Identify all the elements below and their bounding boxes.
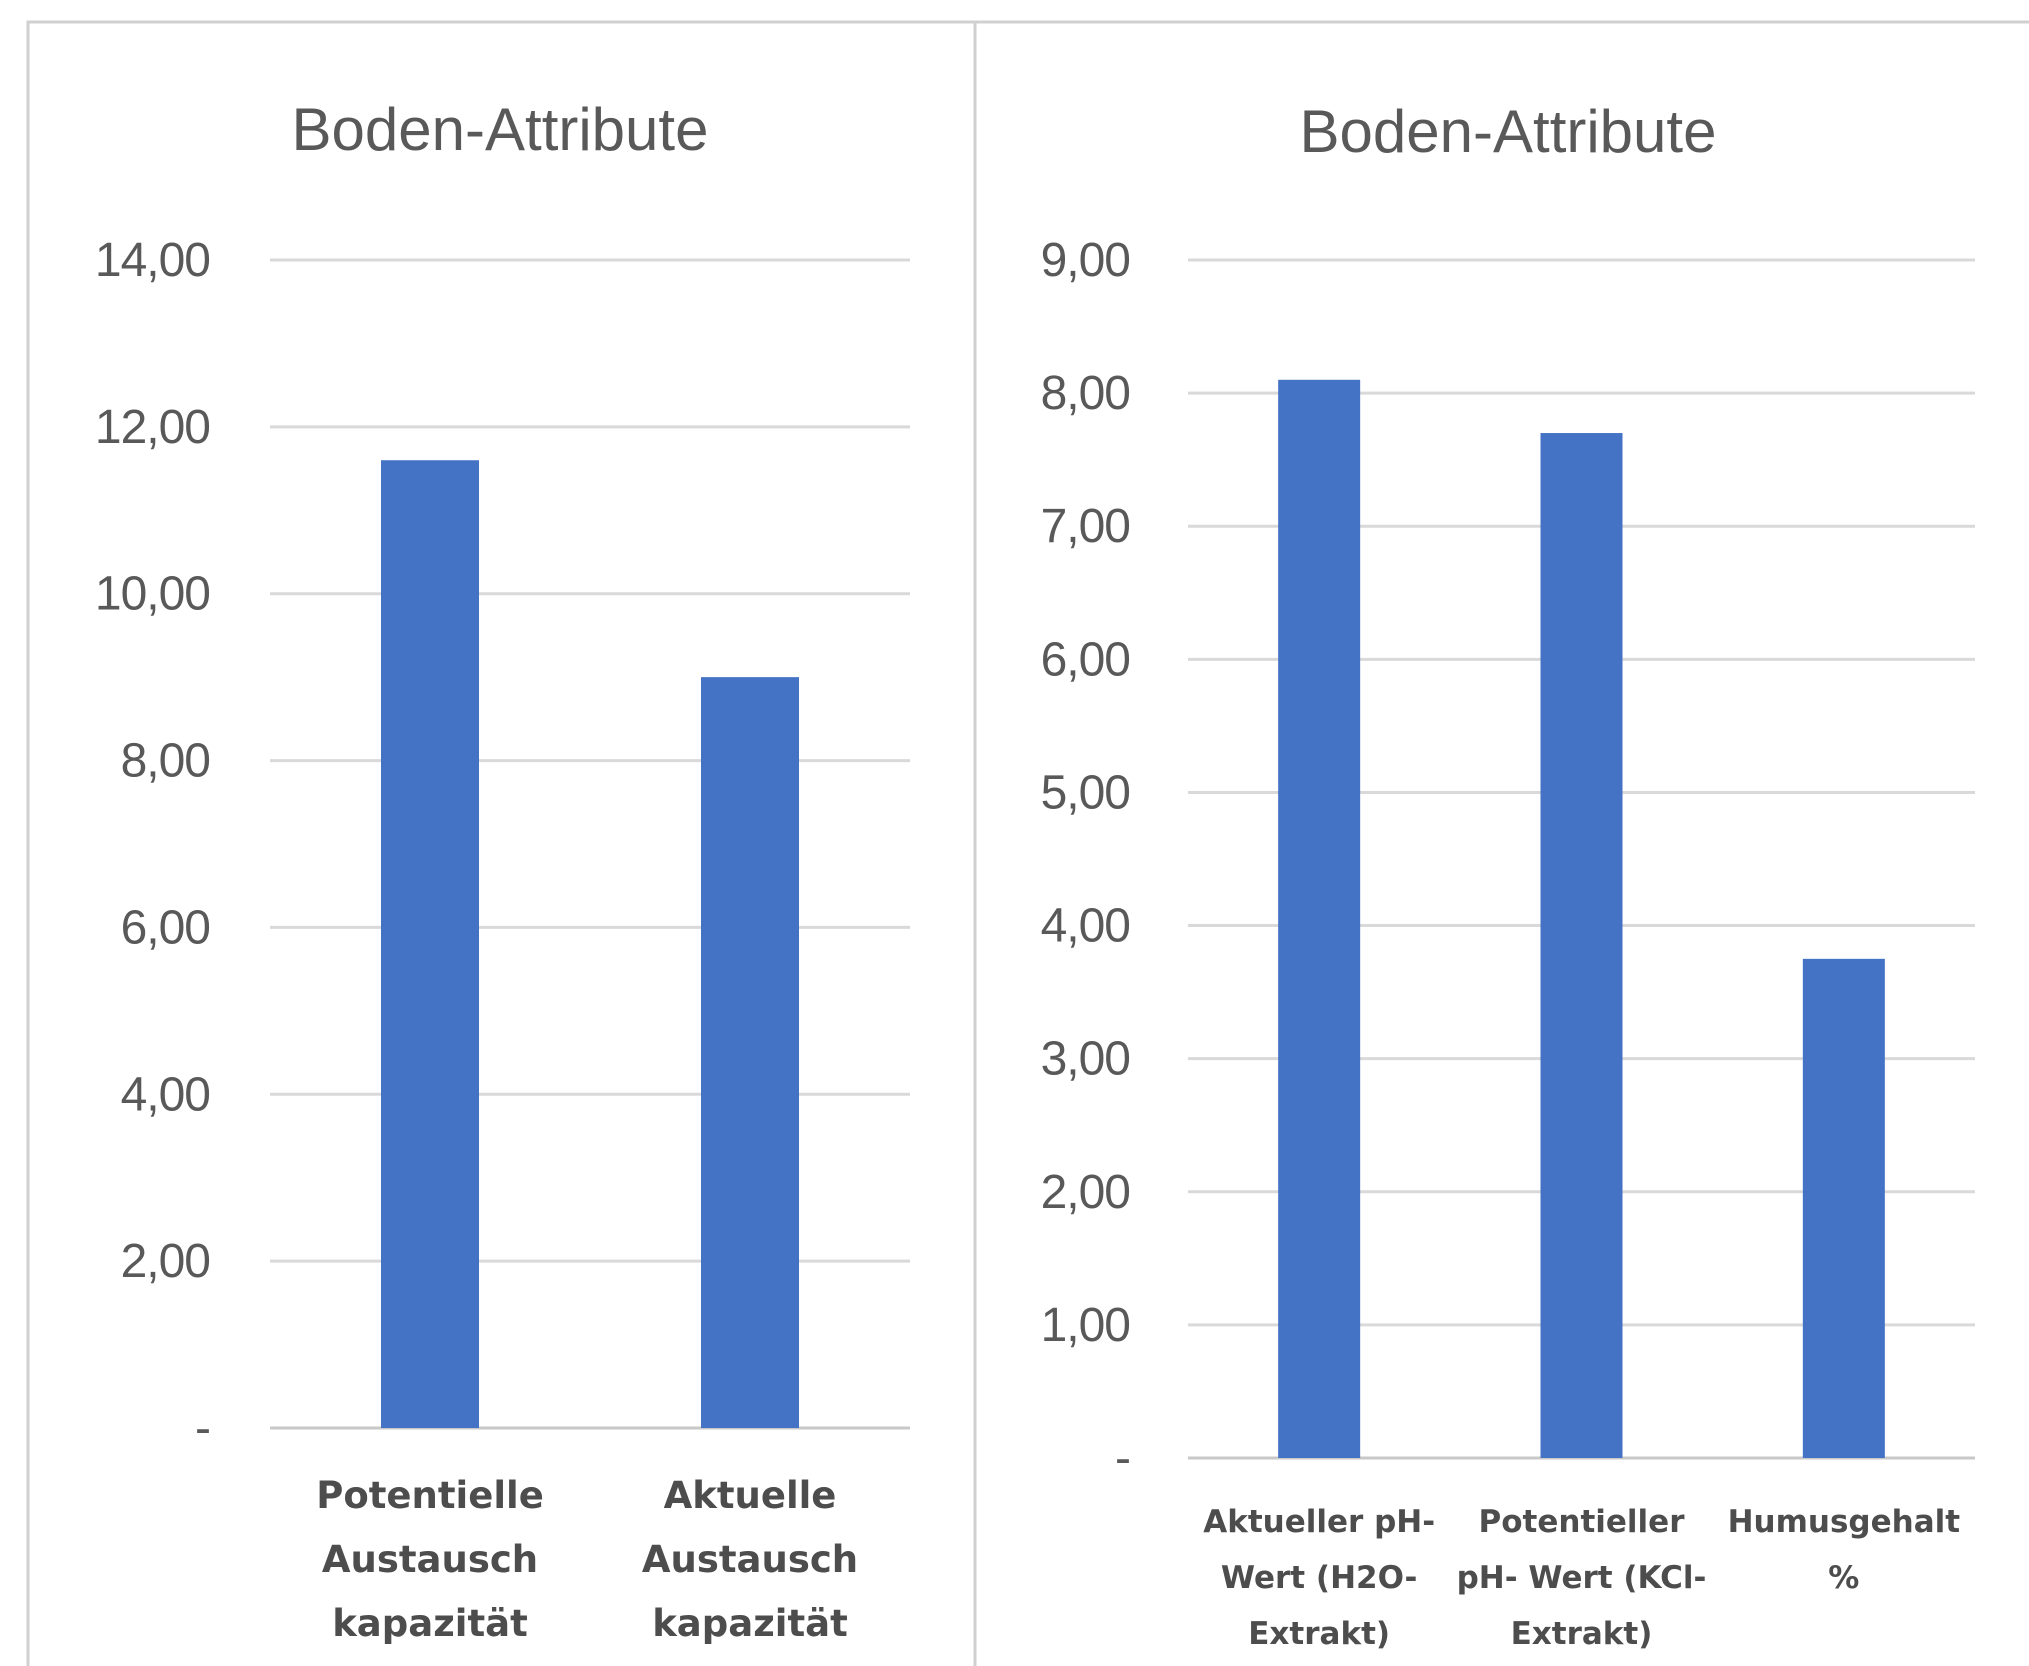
left-chart-plot: - 2,00 4,00 6,00 8,00 10,00 12,00 14,00 Potentie…: [95, 234, 910, 1645]
left-category-label-2: Aktuelle Austausch kapazität: [642, 1474, 858, 1645]
right-y-tick-label: 7,00: [1041, 500, 1130, 553]
right-y-tick-label: 4,00: [1041, 900, 1130, 953]
left-y-tick-label: 8,00: [121, 735, 210, 788]
right-chart-frame: [973, 20, 2029, 1666]
left-y-tick-label: 14,00: [95, 234, 210, 287]
left-y-tick-label: 10,00: [95, 568, 210, 621]
left-category-label-1: Potentielle Austausch kapazität: [316, 1474, 544, 1645]
right-chart-title: Boden-Attribute: [1300, 98, 1717, 165]
right-bar-3: [1802, 958, 1885, 1458]
right-bar-2: [1540, 433, 1623, 1458]
left-y-tick-label: 12,00: [95, 401, 210, 454]
right-y-tick-label: 6,00: [1041, 633, 1130, 686]
right-y-tick-label: 1,00: [1041, 1299, 1130, 1352]
right-y-tick-label: 8,00: [1041, 367, 1130, 420]
right-chart-plot: - 1,00 2,00 3,00 4,00 5,00 6,00 7,00 8,00 9,00 Akt…: [1041, 234, 1975, 1652]
left-y-tick-label: -: [195, 1402, 210, 1455]
left-y-tick-label: 2,00: [121, 1235, 210, 1288]
left-bar-2: [701, 677, 799, 1428]
right-y-tick-label: 2,00: [1041, 1166, 1130, 1219]
left-bar-1: [381, 460, 479, 1428]
left-chart-title: Boden-Attribute: [292, 96, 709, 163]
right-y-tick-label: 9,00: [1041, 234, 1130, 287]
right-category-label-3: Humusgehalt%: [1728, 1504, 1961, 1596]
right-category-label-1: Aktueller pH-Wert (H2O-Extrakt): [1203, 1504, 1435, 1652]
right-bar-1: [1278, 379, 1361, 1458]
right-y-tick-label: 5,00: [1041, 766, 1130, 819]
right-category-label-2: Potentieller pH- Wert (KCl-Extrakt): [1457, 1504, 1707, 1652]
right-y-tick-label: 3,00: [1041, 1033, 1130, 1086]
left-y-tick-label: 4,00: [121, 1068, 210, 1121]
left-y-tick-label: 6,00: [121, 901, 210, 954]
right-y-tick-label: -: [1115, 1432, 1130, 1485]
